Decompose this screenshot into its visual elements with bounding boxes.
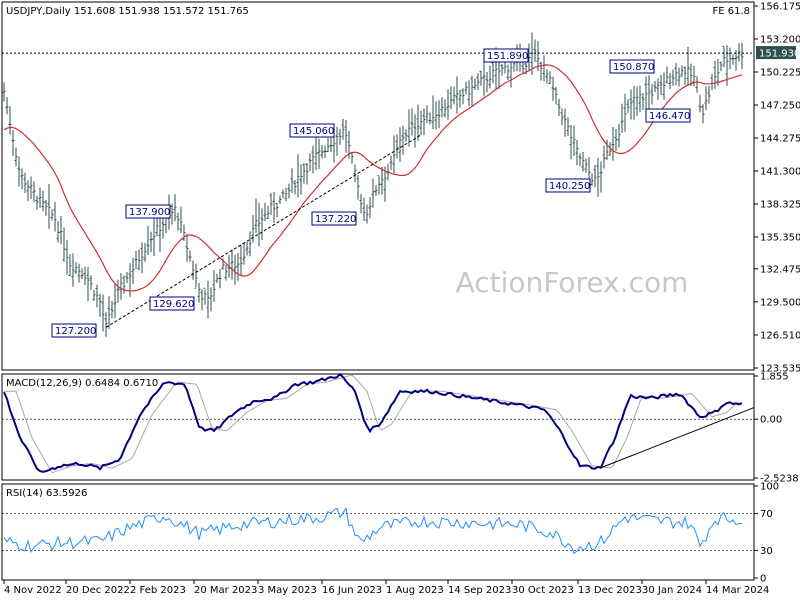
rsi-line bbox=[3, 506, 743, 554]
price-ytick-label: 135.350 bbox=[760, 232, 800, 243]
x-tick-label: 30 Jan 2024 bbox=[642, 585, 702, 596]
watermark: ActionForex.com bbox=[456, 266, 689, 299]
macd-ytick-label: 0.00 bbox=[760, 415, 782, 426]
x-tick-label: 30 Oct 2023 bbox=[512, 585, 574, 596]
price-ytick-label: 141.300 bbox=[760, 166, 800, 177]
x-tick-label: 13 Dec 2023 bbox=[578, 585, 642, 596]
rsi-panel bbox=[1, 483, 755, 581]
macd-ytick-label: -2.5238 bbox=[760, 474, 799, 485]
price-annotation-box bbox=[311, 211, 357, 226]
x-tick-label: 4 Nov 2022 bbox=[4, 585, 62, 596]
rsi-ytick-label: 0 bbox=[760, 574, 766, 585]
price-annotation-box bbox=[125, 204, 171, 219]
current-price-tag bbox=[756, 46, 796, 60]
price-ytick-label: 129.500 bbox=[760, 297, 800, 308]
macd-signal-line bbox=[4, 374, 743, 474]
macd-trendline bbox=[599, 407, 755, 469]
price-annotation-box bbox=[483, 48, 529, 63]
macd-line bbox=[3, 372, 743, 473]
rsi-title: RSI(14) 63.5926 bbox=[6, 488, 87, 499]
rsi-ytick-label: 100 bbox=[760, 482, 779, 493]
fib-label: FE 61.8 bbox=[712, 6, 750, 17]
price-annotation-box bbox=[609, 59, 655, 74]
price-ytick-label: 144.275 bbox=[760, 133, 800, 144]
x-tick-label: 14 Mar 2024 bbox=[706, 585, 769, 596]
x-tick-label: 14 Sep 2023 bbox=[448, 585, 511, 596]
price-annotation-box bbox=[51, 323, 97, 338]
macd-title: MACD(12,26,9) 0.6484 0.6710 bbox=[6, 378, 158, 389]
x-tick-label: 2 Feb 2023 bbox=[130, 585, 186, 596]
price-annotation-label: 137.900 bbox=[129, 207, 170, 218]
rsi-ytick-label: 70 bbox=[760, 509, 773, 520]
price-annotation-label: 145.060 bbox=[293, 126, 334, 137]
price-annotation-label: 140.250 bbox=[549, 181, 590, 192]
trendline-dashed bbox=[105, 135, 421, 328]
macd-ytick-label: 1.855 bbox=[760, 372, 789, 383]
price-ytick-label: 147.250 bbox=[760, 100, 800, 111]
price-ytick-label: 156.175 bbox=[760, 2, 800, 13]
current-price-label: 151.930 bbox=[759, 49, 800, 60]
price-annotation-box bbox=[645, 108, 691, 123]
price-ytick-label: 150.225 bbox=[760, 67, 800, 78]
price-annotation-label: 146.470 bbox=[649, 111, 690, 122]
price-annotation-label: 150.870 bbox=[613, 62, 654, 73]
header-symbol: USDJPY,Daily 151.608 151.938 151.572 151… bbox=[6, 6, 249, 17]
price-ytick-label: 126.510 bbox=[760, 331, 800, 342]
x-tick-label: 20 Mar 2023 bbox=[194, 585, 257, 596]
x-tick-label: 16 Jun 2023 bbox=[322, 585, 382, 596]
rsi-ytick-label: 30 bbox=[760, 546, 773, 557]
price-annotation-box bbox=[289, 123, 335, 138]
price-annotation-label: 129.620 bbox=[153, 299, 194, 310]
macd-panel bbox=[1, 373, 755, 481]
price-annotation-label: 137.220 bbox=[315, 214, 356, 225]
price-annotation-label: 127.200 bbox=[55, 326, 96, 337]
price-annotation-box bbox=[149, 296, 195, 311]
price-ytick-label: 123.535 bbox=[760, 364, 800, 375]
price-ytick-label: 132.475 bbox=[760, 264, 800, 275]
x-tick-label: 1 Aug 2023 bbox=[386, 585, 444, 596]
moving-average-line bbox=[3, 64, 743, 292]
x-tick-label: 3 May 2023 bbox=[258, 585, 317, 596]
price-ytick-label: 138.325 bbox=[760, 199, 800, 210]
price-annotation-label: 151.890 bbox=[487, 51, 528, 62]
x-tick-label: 20 Dec 2022 bbox=[66, 585, 130, 596]
price-annotation-box bbox=[545, 178, 591, 193]
price-ytick-label: 153.200 bbox=[760, 34, 800, 45]
